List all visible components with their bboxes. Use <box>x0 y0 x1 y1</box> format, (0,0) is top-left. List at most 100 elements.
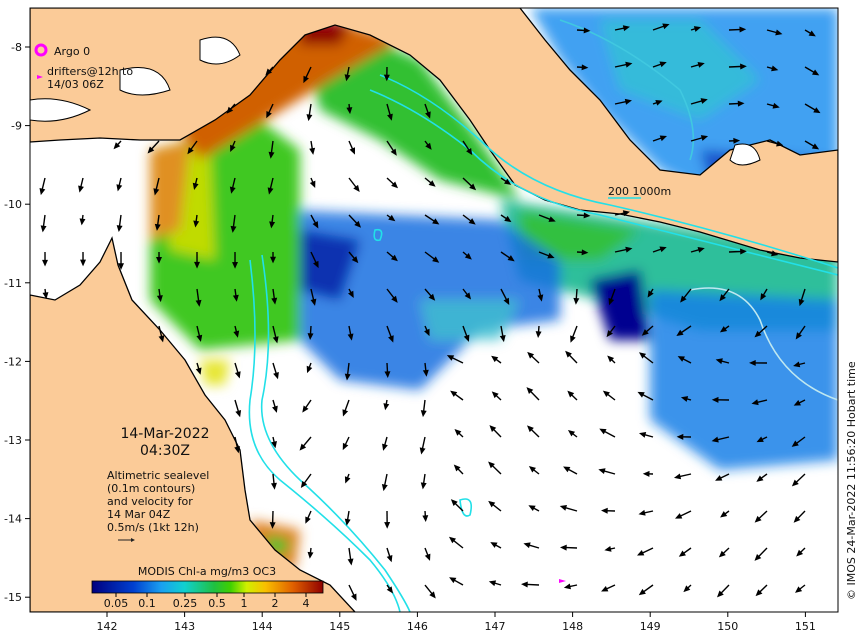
velocity-arrow <box>310 214 319 229</box>
velocity-arrow <box>751 399 768 406</box>
velocity-arrow <box>614 25 630 32</box>
velocity-arrow <box>348 288 354 299</box>
velocity-arrow <box>638 352 654 364</box>
velocity-arrow <box>488 500 502 512</box>
x-tick-label: 150 <box>717 620 738 633</box>
velocity-arrow <box>647 288 654 298</box>
velocity-arrow <box>680 288 692 303</box>
velocity-arrow <box>798 288 806 307</box>
velocity-arrow <box>386 177 399 189</box>
velocity-arrow <box>766 102 780 109</box>
velocity-arrow <box>310 288 317 306</box>
velocity-arrow <box>683 584 692 593</box>
velocity-arrow <box>462 214 476 225</box>
velocity-arrow <box>563 583 578 590</box>
velocity-arrow <box>306 362 313 374</box>
velocity-arrow <box>448 536 464 549</box>
velocity-arrow <box>462 325 470 342</box>
velocity-arrow <box>604 545 616 552</box>
velocity-arrow <box>690 135 709 142</box>
velocity-arrow <box>598 468 616 475</box>
velocity-arrow <box>268 140 275 159</box>
velocity-arrow <box>491 355 502 364</box>
velocity-arrow <box>490 542 502 549</box>
velocity-arrow <box>232 251 239 269</box>
velocity-arrow <box>462 288 472 300</box>
velocity-arrow <box>754 325 768 338</box>
velocity-arrow <box>310 251 319 269</box>
x-tick-label: 146 <box>407 620 428 633</box>
velocity-arrow <box>652 100 663 106</box>
velocity-arrow <box>526 387 540 401</box>
velocity-arrow <box>272 325 279 344</box>
velocity-arrow <box>156 288 163 303</box>
note-line: and velocity for <box>107 495 193 508</box>
velocity-arrow <box>462 177 477 191</box>
velocity-arrow <box>194 251 201 269</box>
velocity-arrow <box>567 429 578 438</box>
velocity-arrow <box>154 214 161 231</box>
velocity-arrow <box>230 214 237 233</box>
velocity-arrow <box>193 214 200 228</box>
credit-label: © IMOS 24-Mar-2022 11:56:20 Hobart time <box>845 361 858 600</box>
velocity-arrow <box>424 251 440 263</box>
x-axis: 142 143 144 145 146 147 148 149 150 151 <box>97 612 816 633</box>
drifter-marker <box>559 579 566 583</box>
velocity-arrow <box>453 464 464 475</box>
velocity-arrow <box>446 355 464 364</box>
velocity-arrow <box>718 547 730 558</box>
drifter-icon <box>37 75 43 79</box>
velocity-arrow <box>342 399 350 417</box>
velocity-arrow <box>272 399 278 413</box>
velocity-arrow <box>563 466 578 475</box>
velocity-arrow <box>576 249 589 256</box>
velocity-arrow <box>601 507 616 514</box>
x-tick-label: 147 <box>485 620 506 633</box>
velocity-arrow <box>420 399 427 418</box>
velocity-arrow <box>500 251 515 262</box>
velocity-arrow <box>576 212 591 219</box>
velocity-arrow <box>791 473 806 487</box>
velocity-arrow <box>754 510 768 523</box>
note-line: 0.5m/s (1kt 12h) <box>107 521 199 534</box>
velocity-arrow <box>690 62 705 68</box>
velocity-arrow <box>270 473 277 490</box>
velocity-arrow <box>607 355 616 364</box>
velocity-arrow <box>527 351 540 364</box>
velocity-arrow <box>728 100 745 107</box>
velocity-arrow <box>344 510 351 526</box>
velocity-arrow <box>526 425 540 438</box>
velocity-arrow <box>195 288 202 307</box>
colorbar-tick-label: 4 <box>303 597 310 610</box>
velocity-arrow <box>576 27 591 34</box>
velocity-arrow <box>449 577 464 586</box>
velocity-arrow <box>602 390 616 401</box>
velocity-arrow <box>793 510 806 523</box>
velocity-arrow <box>346 103 353 115</box>
velocity-arrow <box>711 396 730 403</box>
velocity-arrow <box>690 26 702 32</box>
velocity-arrow <box>422 362 429 377</box>
velocity-arrow <box>271 288 278 305</box>
velocity-arrow <box>528 505 540 512</box>
velocity-arrow <box>450 499 464 512</box>
depth-contours <box>248 19 838 612</box>
velocity-arrow <box>720 510 730 518</box>
velocity-arrow <box>537 288 544 302</box>
y-tick-label: -15 <box>4 591 22 604</box>
velocity-arrow <box>384 510 391 529</box>
velocity-arrow <box>500 288 510 305</box>
velocity-arrow <box>676 433 692 440</box>
x-tick-label: 145 <box>329 620 350 633</box>
velocity-arrow <box>606 325 616 338</box>
velocity-arrow <box>796 547 806 557</box>
velocity-arrow <box>728 137 741 144</box>
argo-label: Argo 0 <box>54 45 90 58</box>
velocity-arrow <box>680 396 692 402</box>
velocity-arrow <box>716 584 730 598</box>
velocity-arrow <box>383 66 390 82</box>
velocity-arrow <box>728 63 747 70</box>
altimetry-note: Altimetric sealevel (0.1m contours) and … <box>107 469 209 534</box>
velocity-arrow <box>559 544 578 551</box>
